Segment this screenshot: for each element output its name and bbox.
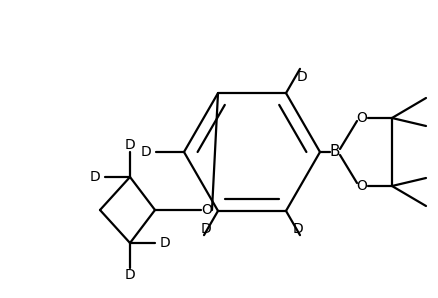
Text: D: D: [293, 222, 304, 236]
Text: D: D: [141, 145, 152, 159]
Text: O: O: [357, 179, 367, 193]
Text: D: D: [201, 222, 212, 236]
Text: D: D: [125, 138, 135, 152]
Text: O: O: [357, 111, 367, 125]
Text: O: O: [201, 203, 212, 217]
Text: D: D: [90, 170, 100, 184]
Text: D: D: [159, 236, 170, 250]
Text: B: B: [330, 145, 340, 159]
Text: D: D: [125, 268, 135, 282]
Text: D: D: [297, 70, 307, 84]
